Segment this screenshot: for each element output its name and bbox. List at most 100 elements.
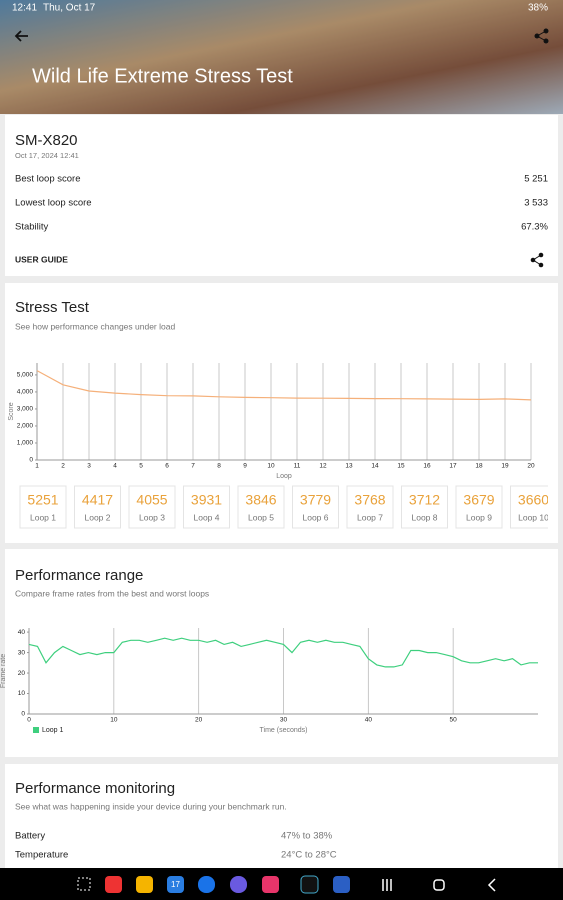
row-value: 3 533 bbox=[524, 198, 548, 209]
loop-label: Loop 1 bbox=[30, 512, 56, 522]
section-subtitle: See what was happening inside your devic… bbox=[15, 801, 287, 811]
status-time: 12:41 bbox=[12, 3, 37, 14]
loop-score: 4055 bbox=[136, 492, 167, 508]
y-axis-label: Score bbox=[8, 402, 15, 420]
row-label: Best loop score bbox=[15, 174, 80, 185]
x-tick-label: 30 bbox=[280, 717, 288, 724]
x-tick-label: 14 bbox=[371, 463, 379, 470]
section-title: Performance monitoring bbox=[15, 780, 175, 797]
loop-score: 3779 bbox=[300, 492, 331, 508]
x-tick-label: 18 bbox=[475, 463, 483, 470]
loop-card bbox=[510, 485, 548, 529]
loop-score: 3768 bbox=[354, 492, 385, 508]
x-tick-label: 10 bbox=[110, 717, 118, 724]
page-title: Wild Life Extreme Stress Test bbox=[32, 65, 293, 87]
x-tick-label: 8 bbox=[217, 463, 221, 470]
back-button[interactable] bbox=[14, 30, 28, 42]
data-line bbox=[36, 370, 532, 401]
y-tick-label: 40 bbox=[18, 629, 26, 636]
x-tick-label: 15 bbox=[397, 463, 405, 470]
loop-card bbox=[237, 485, 285, 529]
loop-label: Loop 6 bbox=[303, 512, 329, 522]
loop-card bbox=[292, 485, 339, 529]
x-tick-label: 11 bbox=[294, 463, 301, 470]
row-label: Temperature bbox=[15, 850, 68, 861]
loop-score: 3679 bbox=[463, 492, 494, 508]
y-tick-label: 4,000 bbox=[17, 389, 34, 396]
loop-label: Loop 8 bbox=[412, 512, 438, 522]
user-guide[interactable]: USER GUIDE bbox=[15, 254, 68, 264]
y-tick-label: 5,000 bbox=[17, 372, 34, 379]
y-tick-label: 1,000 bbox=[17, 440, 34, 447]
x-tick-label: 12 bbox=[319, 463, 327, 470]
y-tick-label: 20 bbox=[18, 670, 26, 677]
loop-score: 3846 bbox=[245, 492, 276, 508]
x-tick-label: 0 bbox=[27, 717, 31, 724]
share-button[interactable] bbox=[534, 28, 549, 44]
row-value: 24°C to 28°C bbox=[281, 850, 337, 861]
run-date: Oct 17, 2024 12:41 bbox=[15, 151, 79, 160]
loop-card bbox=[128, 485, 176, 529]
x-tick-label: 7 bbox=[191, 463, 195, 470]
nav-back-button[interactable] bbox=[487, 878, 496, 892]
loop-label: Loop 2 bbox=[85, 512, 111, 522]
loop-score: 3660 bbox=[518, 492, 549, 508]
loop-score: 5251 bbox=[27, 492, 58, 508]
loop-label: Loop 4 bbox=[194, 512, 220, 522]
home-button[interactable] bbox=[433, 879, 445, 891]
y-tick-label: 2,000 bbox=[17, 423, 34, 430]
loop-card bbox=[401, 485, 448, 529]
row-value: 47% to 38% bbox=[281, 831, 333, 842]
status-date: Thu, Oct 17 bbox=[43, 3, 96, 14]
x-tick-label: 2 bbox=[61, 463, 65, 470]
x-tick-label: 1 bbox=[35, 463, 39, 470]
loop-label: Loop 9 bbox=[466, 512, 492, 522]
loop-score: 4417 bbox=[82, 492, 113, 508]
y-tick-label: 3,000 bbox=[17, 406, 34, 413]
x-tick-label: 19 bbox=[501, 463, 509, 470]
x-tick-label: 3 bbox=[87, 463, 91, 470]
loop-label: Loop 3 bbox=[139, 512, 165, 522]
x-tick-label: 4 bbox=[113, 463, 117, 470]
legend-label: Loop 1 bbox=[42, 727, 64, 734]
app-icons[interactable] bbox=[77, 875, 350, 894]
device-name: SM-X820 bbox=[15, 132, 78, 149]
x-axis-label: Loop bbox=[276, 473, 292, 480]
section-title: Performance range bbox=[15, 567, 143, 584]
loop-label: Loop 5 bbox=[248, 512, 274, 522]
y-tick-label: 30 bbox=[18, 649, 26, 656]
loop-card bbox=[183, 485, 230, 529]
row-value: 67.3% bbox=[521, 222, 548, 233]
range-card bbox=[5, 549, 558, 757]
summary-card bbox=[5, 115, 558, 276]
x-tick-label: 20 bbox=[195, 717, 203, 724]
x-tick-label: 17 bbox=[449, 463, 457, 470]
loop-label: Loop 10 bbox=[518, 512, 549, 522]
y-tick-label: 0 bbox=[21, 711, 25, 718]
loop-card bbox=[455, 485, 503, 529]
x-tick-label: 20 bbox=[527, 463, 535, 470]
header-image bbox=[0, 0, 563, 114]
section-subtitle: See how performance changes under load bbox=[15, 321, 175, 331]
data-line bbox=[28, 637, 538, 668]
loop-score: 3931 bbox=[191, 492, 222, 508]
calendar-day: 17 bbox=[171, 880, 180, 889]
y-tick-label: 10 bbox=[18, 690, 26, 697]
x-tick-label: 5 bbox=[139, 463, 143, 470]
row-value: 5 251 bbox=[524, 174, 548, 185]
x-tick-label: 50 bbox=[450, 717, 458, 724]
loop-score: 3712 bbox=[409, 492, 440, 508]
x-tick-label: 6 bbox=[165, 463, 169, 470]
x-axis-label: Time (seconds) bbox=[260, 727, 308, 734]
status-battery: 38% bbox=[528, 3, 548, 14]
row-label: Stability bbox=[15, 222, 49, 233]
nav-bar bbox=[0, 868, 563, 900]
recents-button[interactable] bbox=[382, 879, 392, 891]
section-title: Stress Test bbox=[15, 299, 90, 316]
loop-card bbox=[346, 485, 394, 529]
loop-card bbox=[74, 485, 121, 529]
share-result[interactable] bbox=[530, 252, 544, 268]
row-label: Battery bbox=[15, 831, 45, 842]
